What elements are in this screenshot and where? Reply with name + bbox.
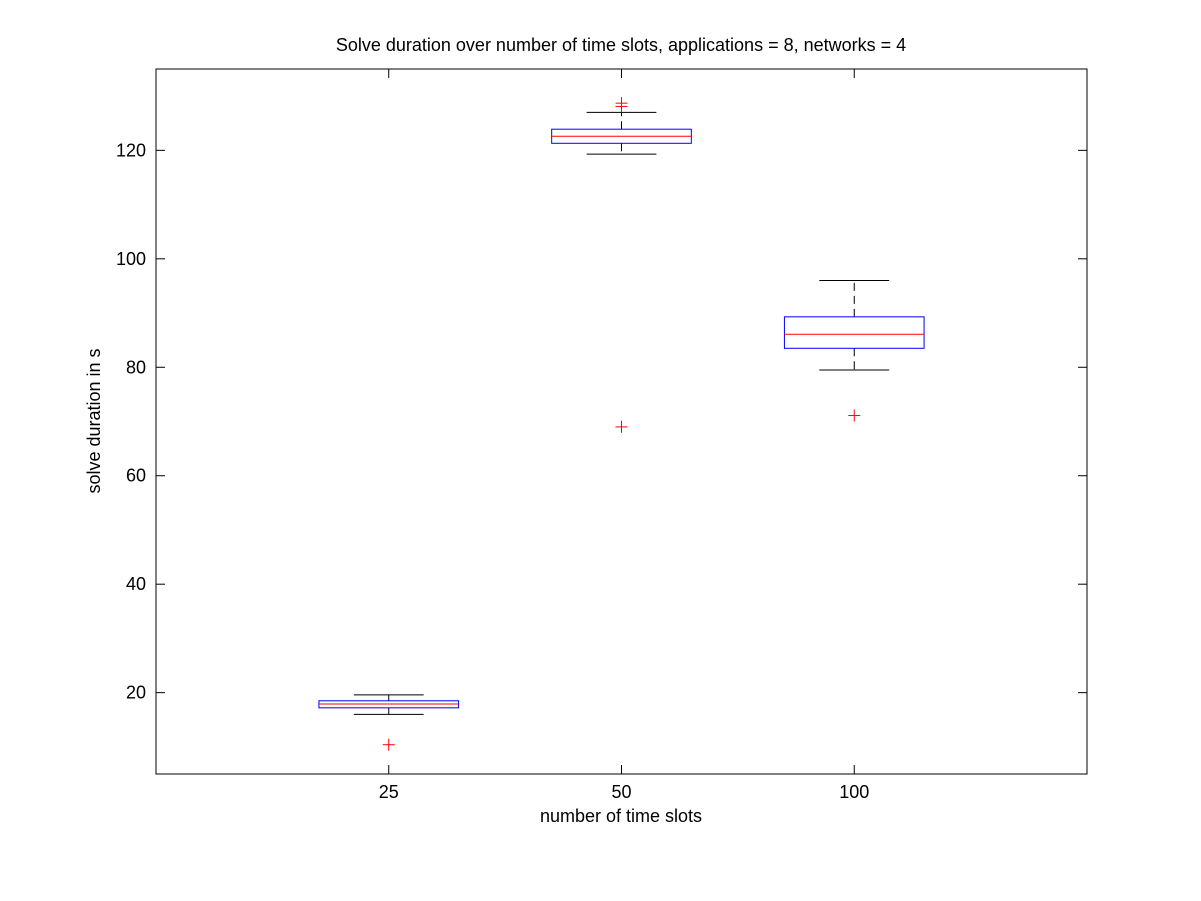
y-axis-label: solve duration in s xyxy=(84,348,104,493)
outlier-marker xyxy=(615,97,628,110)
y-tick-label: 100 xyxy=(116,249,146,269)
outlier-marker xyxy=(382,738,395,751)
y-tick-label: 60 xyxy=(126,466,146,486)
y-tick-label: 80 xyxy=(126,357,146,377)
outlier-marker xyxy=(615,420,628,433)
y-tick-label: 40 xyxy=(126,574,146,594)
x-axis-label: number of time slots xyxy=(540,806,702,826)
x-tick-label: 25 xyxy=(379,782,399,802)
y-tick-label: 20 xyxy=(126,683,146,703)
plot-marks xyxy=(318,97,925,751)
outlier-marker xyxy=(848,409,861,422)
iqr-box xyxy=(783,316,925,349)
x-tick-label: 100 xyxy=(839,782,869,802)
chart-title: Solve duration over number of time slots… xyxy=(336,35,906,55)
y-tick-label: 120 xyxy=(116,140,146,160)
x-tick-label: 50 xyxy=(611,782,631,802)
axis-ticks: 20 40 60 80 100 120 25 50 100 xyxy=(116,69,1087,802)
